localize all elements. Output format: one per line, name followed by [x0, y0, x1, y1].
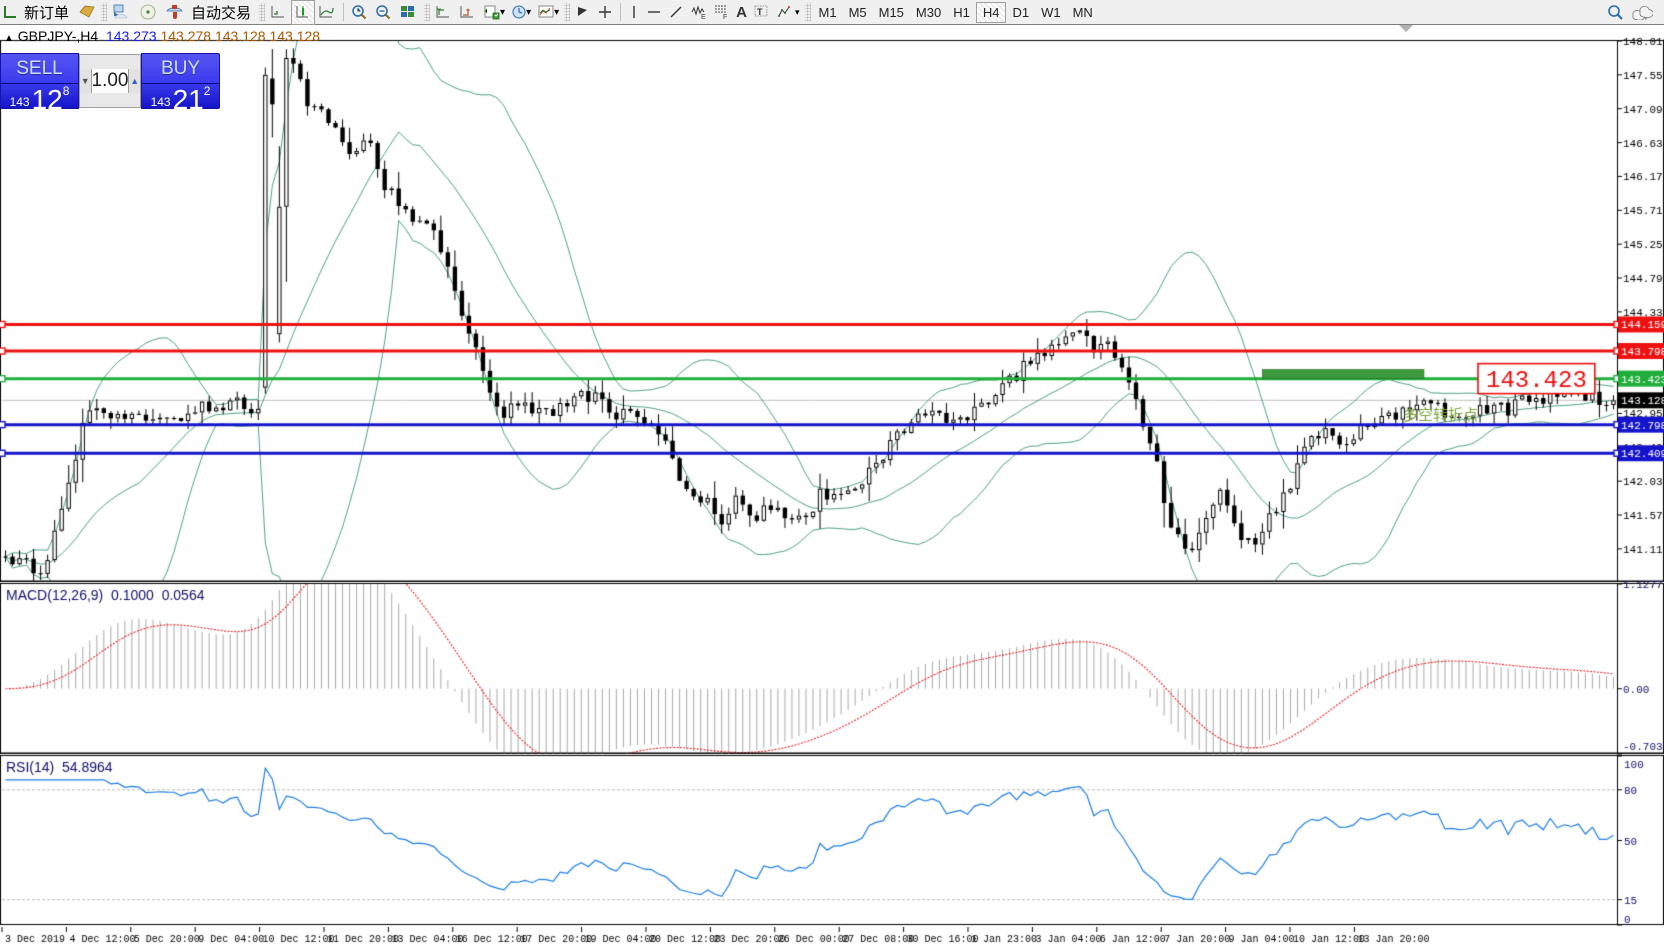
svg-text:T: T	[757, 7, 763, 17]
svg-text:E: E	[701, 14, 706, 20]
svg-text:F: F	[723, 14, 727, 20]
